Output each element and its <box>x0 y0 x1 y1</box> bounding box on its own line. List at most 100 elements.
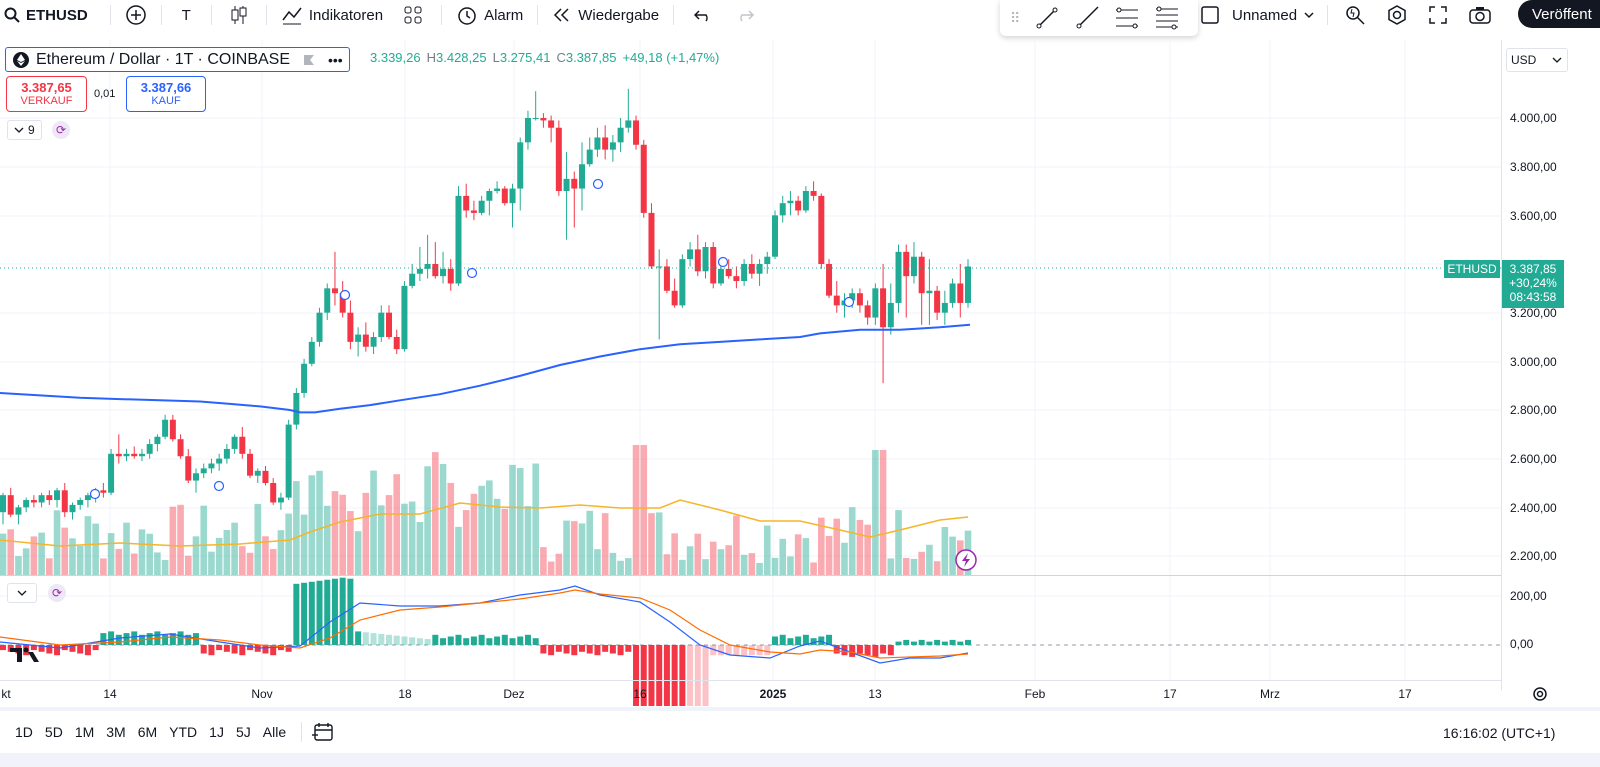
range-button-6m[interactable]: 6M <box>137 724 158 740</box>
candle-body <box>347 312 354 342</box>
settings-button[interactable] <box>1376 0 1418 30</box>
candles-icon <box>231 6 247 24</box>
macd-bar <box>378 633 385 645</box>
volume-bar <box>76 545 84 575</box>
candle-body <box>617 127 624 143</box>
redo-button[interactable] <box>726 0 764 30</box>
volume-bar <box>663 554 671 575</box>
time-axis-label: Feb <box>1024 687 1046 701</box>
sync-icon[interactable]: ⟳ <box>48 584 66 602</box>
time-axis-label: Mrz <box>1260 687 1280 701</box>
candle-body <box>200 468 207 474</box>
volume-bar <box>69 538 76 575</box>
symbol-legend[interactable]: Ethereum / Dollar · 1T · COINBASE ••• <box>5 47 350 72</box>
event-markers <box>89 178 855 500</box>
range-button-5j[interactable]: 5J <box>235 724 251 740</box>
candle-body <box>872 288 879 318</box>
candle-body <box>424 264 431 269</box>
candle-body <box>38 495 45 503</box>
bar-countdown: 08:43:58 <box>1509 290 1557 304</box>
volume-bar <box>15 556 22 575</box>
alert-button[interactable]: Alarm <box>448 0 531 30</box>
pitchfork-icon[interactable] <box>1154 5 1180 31</box>
clock[interactable]: 16:16:02 (UTC+1) <box>1443 725 1556 741</box>
indicator-count: 9 <box>28 123 35 137</box>
snapshot-button[interactable] <box>1458 0 1502 30</box>
macd-bar <box>169 633 176 645</box>
macd-bar <box>370 633 377 645</box>
sync-icon[interactable]: ⟳ <box>52 121 70 139</box>
macd-bar <box>926 641 933 645</box>
toolbar-divider <box>210 5 212 25</box>
time-axis[interactable]: kt 14 Nov 18 Dez 16 2025 13 Feb 17 Mrz 17 <box>0 680 1501 706</box>
macd-bar <box>223 645 230 652</box>
buy-button[interactable]: 3.387,66 KAUF <box>126 76 206 112</box>
volume-bar <box>570 521 578 575</box>
replay-button[interactable]: Wiedergabe <box>544 0 667 30</box>
publish-button[interactable]: Veröffent <box>1518 0 1600 28</box>
macd-bar <box>625 645 632 652</box>
price-axis-label: 2.200,00 <box>1510 549 1557 563</box>
candle-body <box>779 203 786 216</box>
fullscreen-button[interactable] <box>1418 0 1458 30</box>
price-chart[interactable] <box>0 0 1501 706</box>
macd-collapse-toggle[interactable] <box>7 583 37 603</box>
pane-separator[interactable] <box>0 575 1501 576</box>
quick-search-button[interactable] <box>1334 0 1376 30</box>
templates-button[interactable] <box>391 0 435 30</box>
range-button-alle[interactable]: Alle <box>262 724 287 740</box>
macd-bar <box>254 645 261 652</box>
candle-body <box>671 290 678 306</box>
go-to-date-icon[interactable] <box>312 721 336 743</box>
candle-body <box>849 293 856 301</box>
macd-bar <box>262 645 269 654</box>
volume-bar <box>146 533 153 575</box>
drag-handle-icon[interactable]: ⠿ <box>1010 9 1021 26</box>
close-value: 3.387,85 <box>565 50 617 65</box>
trend-line-icon[interactable] <box>1034 5 1060 31</box>
axis-settings-icon[interactable] <box>1530 684 1550 704</box>
low-value: 3.275,41 <box>499 50 551 65</box>
symbol-name: ETHUSD <box>26 6 88 24</box>
volume-bar <box>408 501 416 575</box>
candle-body <box>818 195 825 264</box>
close-key: C <box>556 50 566 65</box>
chart-type-button[interactable] <box>218 0 260 30</box>
currency-selector[interactable]: USD <box>1506 48 1568 72</box>
macd-bar <box>795 636 802 645</box>
more-icon[interactable]: ••• <box>328 51 343 68</box>
macd-bar <box>717 645 724 656</box>
fib-retracement-icon[interactable] <box>1114 5 1140 31</box>
layout-name-button[interactable]: Unnamed <box>1222 0 1321 30</box>
volume-bar <box>22 548 30 575</box>
sell-button[interactable]: 3.387,65 VERKAUF <box>6 76 87 112</box>
candle-body <box>656 266 663 268</box>
indicators-button[interactable]: Indikatoren <box>273 0 391 30</box>
macd-bar <box>517 636 524 645</box>
range-button-1m[interactable]: 1M <box>74 724 95 740</box>
indicators-collapse-toggle[interactable]: 9 <box>7 120 42 140</box>
range-button-ytd[interactable]: YTD <box>169 724 198 740</box>
interval-button[interactable]: T <box>168 0 205 30</box>
undo-icon <box>694 10 708 22</box>
layout-toggle[interactable] <box>1198 0 1222 30</box>
undo-button[interactable] <box>680 0 726 30</box>
ray-line-icon[interactable] <box>1074 5 1100 31</box>
candle-body <box>640 144 647 213</box>
price-axis[interactable]: 4.000,00 3.800,00 3.600,00 3.200,00 3.000,00… <box>1501 40 1600 690</box>
toolbar-divider <box>160 5 162 25</box>
range-button-5d[interactable]: 5D <box>44 724 63 740</box>
bottom-strip <box>0 753 1600 767</box>
macd-bar <box>810 638 817 645</box>
compare-symbol-button[interactable] <box>117 0 155 30</box>
candle-body <box>687 249 694 260</box>
flag-icon[interactable] <box>302 53 316 67</box>
candle-body <box>524 118 531 143</box>
volume-bar <box>285 513 292 575</box>
indicators-icon <box>282 7 302 25</box>
range-button-3m[interactable]: 3M <box>106 724 126 740</box>
symbol-search[interactable]: ETHUSD <box>0 0 96 30</box>
range-button-1d[interactable]: 1D <box>15 724 33 740</box>
range-button-1j[interactable]: 1J <box>209 724 224 740</box>
volume-ma-line <box>0 499 969 547</box>
